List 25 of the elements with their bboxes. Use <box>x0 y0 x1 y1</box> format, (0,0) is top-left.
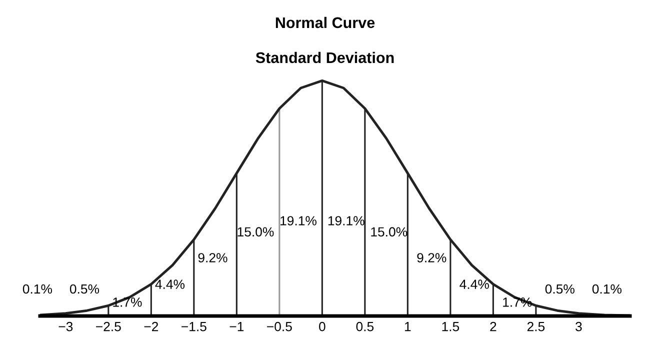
annotation: 0.1% <box>22 284 52 294</box>
chart-subtitle: Standard Deviation <box>256 52 394 64</box>
annotation: 4.4% <box>460 280 489 289</box>
x-tick-label: −0.5 <box>267 322 292 332</box>
annotation: 0.5% <box>70 284 100 294</box>
x-tick-label: −2 <box>144 322 158 332</box>
x-tick-label: 0.5 <box>356 322 374 332</box>
x-tick-label: 0 <box>319 322 326 332</box>
x-tick-label: −1 <box>230 322 244 332</box>
annotation: 9.2% <box>198 253 228 262</box>
annotation: 0.1% <box>592 284 622 294</box>
annotation: 15.0% <box>238 227 274 237</box>
chart-title: Normal Curve <box>276 16 375 28</box>
x-tick-label: 3 <box>576 322 582 332</box>
annotation: 4.4% <box>155 280 185 289</box>
annotation: 9.2% <box>417 253 446 262</box>
x-tick-label: 2.5 <box>527 322 545 332</box>
x-tick-label: 1 <box>405 322 411 332</box>
annotation: 19.1% <box>280 216 316 226</box>
x-tick-label: −1.5 <box>182 322 206 332</box>
x-tick-label: −2.5 <box>96 322 121 332</box>
x-tick-label: −3 <box>58 322 73 332</box>
x-tick-label: 2 <box>490 322 496 332</box>
annotation: 0.5% <box>545 284 574 294</box>
x-tick-label: 1.5 <box>442 322 460 332</box>
